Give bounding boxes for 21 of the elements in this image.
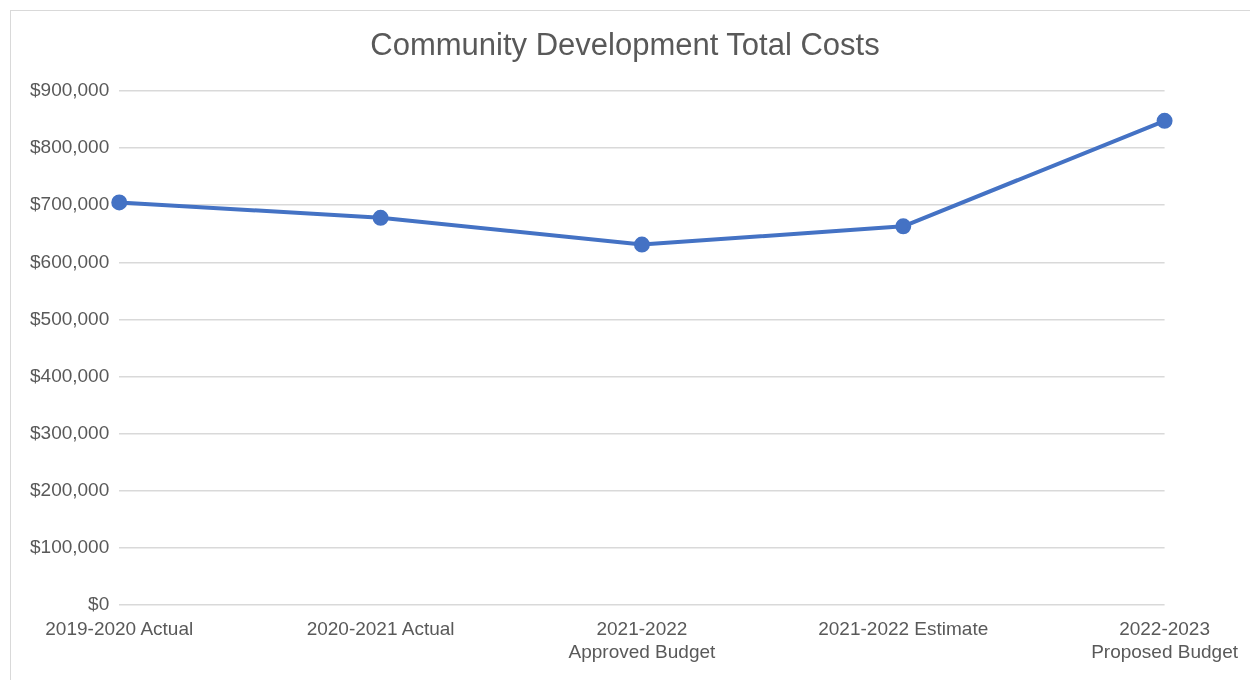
x-tick-label: 2020-2021 Actual xyxy=(306,618,455,640)
x-tick-label: 2021-2022 Estimate xyxy=(818,618,989,640)
y-tick-label: $0 xyxy=(88,592,110,614)
x-tick-label: 2019-2020 Actual xyxy=(45,618,194,640)
y-tick-label: $500,000 xyxy=(30,307,110,329)
y-tick-label: $900,000 xyxy=(30,79,110,101)
point xyxy=(372,209,389,226)
y-tick-label: $100,000 xyxy=(30,535,110,557)
point xyxy=(111,194,128,211)
x-tick-label: 2022-2023 Proposed Budget xyxy=(1091,618,1239,662)
y-tick-label: $800,000 xyxy=(30,136,110,158)
y-tick-label: $600,000 xyxy=(30,250,110,272)
y-tick-label: $200,000 xyxy=(30,478,110,500)
point xyxy=(1156,112,1173,129)
point xyxy=(895,218,912,235)
y-tick-label: $700,000 xyxy=(30,193,110,215)
x-tick-label: 2021-2022 Approved Budget xyxy=(568,618,717,662)
y-tick-label: $300,000 xyxy=(30,421,110,443)
chart-title: Community Development Total Costs xyxy=(370,27,880,63)
point xyxy=(633,236,650,253)
y-tick-label: $400,000 xyxy=(30,364,110,386)
